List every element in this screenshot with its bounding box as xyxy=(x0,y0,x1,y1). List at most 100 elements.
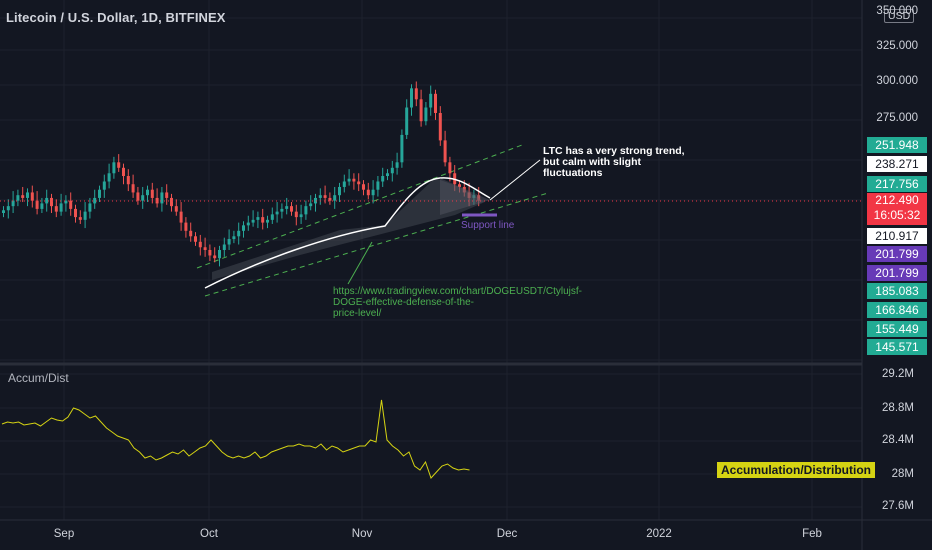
candle-body xyxy=(419,99,423,122)
candle-body xyxy=(251,219,255,223)
candle-body xyxy=(434,93,437,113)
candle-body xyxy=(170,197,173,207)
candle-body xyxy=(237,230,241,237)
candle-body xyxy=(443,140,447,163)
candle-body xyxy=(333,195,337,201)
candle-body xyxy=(381,176,385,182)
candle-body xyxy=(285,206,289,209)
indicator-tick: 28M xyxy=(891,468,914,480)
ad-series xyxy=(1,399,470,479)
candle-body xyxy=(366,189,370,196)
candle-body xyxy=(352,178,356,182)
price-label-tag: 185.083 xyxy=(867,283,927,299)
candle-body xyxy=(112,162,116,174)
candle-body xyxy=(141,195,145,201)
candle-body xyxy=(390,167,394,174)
trend-channel[interactable] xyxy=(196,144,549,297)
candle-body xyxy=(338,186,341,196)
curve-drawing[interactable] xyxy=(204,177,491,289)
indicator-tick: 28.8M xyxy=(882,402,914,414)
candle-body xyxy=(256,217,260,220)
candle-body xyxy=(280,208,284,212)
indicator-title[interactable]: Accum/Dist xyxy=(8,371,69,385)
candle-body xyxy=(294,211,298,218)
candle-body xyxy=(270,214,274,220)
candle-body xyxy=(246,222,250,226)
candles xyxy=(2,81,481,267)
candle-body xyxy=(131,184,135,193)
price-tick: 300.000 xyxy=(876,75,918,87)
currency-label[interactable]: USD xyxy=(884,9,915,23)
link-pointer[interactable] xyxy=(347,241,373,285)
candle-body xyxy=(386,173,389,177)
bar-countdown: 16:05:32 xyxy=(873,208,921,222)
candle-body xyxy=(117,162,121,168)
candle-body xyxy=(429,93,433,108)
candle-body xyxy=(11,200,15,207)
annotation-note[interactable]: LTC has a very strong trend, but calm wi… xyxy=(543,145,685,179)
candle-body xyxy=(64,200,68,204)
candle-body xyxy=(405,107,409,135)
candle-body xyxy=(458,184,461,187)
annotation-link[interactable]: https://www.tradingview.com/chart/DOGEUS… xyxy=(333,286,582,319)
price-label-tag: 145.571 xyxy=(867,339,927,355)
price-tick: 325.000 xyxy=(876,40,918,52)
candle-body xyxy=(198,241,202,248)
time-tick: Sep xyxy=(53,528,75,540)
candle-body xyxy=(102,181,106,190)
support-line-label[interactable]: Support line xyxy=(461,220,515,231)
candle-body xyxy=(342,181,346,187)
candle-body xyxy=(40,203,44,209)
candle-body xyxy=(218,249,221,259)
candle-body xyxy=(189,230,193,237)
indicator-value-label: Accumulation/Distribution xyxy=(717,462,875,478)
price-tick: 275.000 xyxy=(876,112,918,124)
price-label-tag: 155.449 xyxy=(867,321,927,337)
candle-body xyxy=(146,189,149,196)
price-label-tag: 238.271 xyxy=(867,156,927,172)
candle-body xyxy=(50,197,53,207)
candle-body xyxy=(395,162,399,168)
drawings[interactable] xyxy=(204,159,541,289)
time-tick: Feb xyxy=(802,528,822,540)
indicator-tick: 28.4M xyxy=(882,434,914,446)
candle-body xyxy=(54,206,58,212)
candle-body xyxy=(467,192,471,198)
candle-body xyxy=(203,247,207,250)
candle-body xyxy=(357,181,361,185)
note-pointer[interactable] xyxy=(489,159,541,201)
candle-body xyxy=(290,206,293,212)
candle-body xyxy=(318,195,322,198)
candle-body xyxy=(45,197,49,204)
candle-body xyxy=(347,178,351,182)
candle-body xyxy=(242,225,245,231)
candle-body xyxy=(74,208,77,218)
candle-body xyxy=(371,189,375,196)
candle-body xyxy=(26,192,29,198)
triangle-drawing[interactable] xyxy=(440,178,490,215)
candle-body xyxy=(2,210,5,214)
candle-body xyxy=(213,255,217,259)
candle-body xyxy=(194,236,197,242)
candle-body xyxy=(323,195,327,198)
chart-title[interactable]: Litecoin / U.S. Dollar, 1D, BITFINEX xyxy=(6,10,226,25)
candle-body xyxy=(59,203,63,212)
accum-dist-line xyxy=(1,399,470,479)
candle-body xyxy=(16,195,20,201)
candle-body xyxy=(160,192,164,204)
price-tick: 350.000 xyxy=(876,5,918,17)
candle-body xyxy=(232,236,236,240)
candle-body xyxy=(179,211,183,223)
candle-body xyxy=(69,200,73,209)
candle-body xyxy=(78,217,82,220)
current-price-tag: 212.490 16:05:32 xyxy=(867,193,927,225)
price-label-tag: 201.799 xyxy=(867,265,927,281)
candle-body xyxy=(35,200,39,209)
candle-body xyxy=(299,214,303,218)
candle-body xyxy=(462,186,466,193)
candle-body xyxy=(424,107,428,122)
candle-body xyxy=(410,88,413,108)
time-tick: Oct xyxy=(200,528,218,540)
candle-body xyxy=(261,217,265,223)
